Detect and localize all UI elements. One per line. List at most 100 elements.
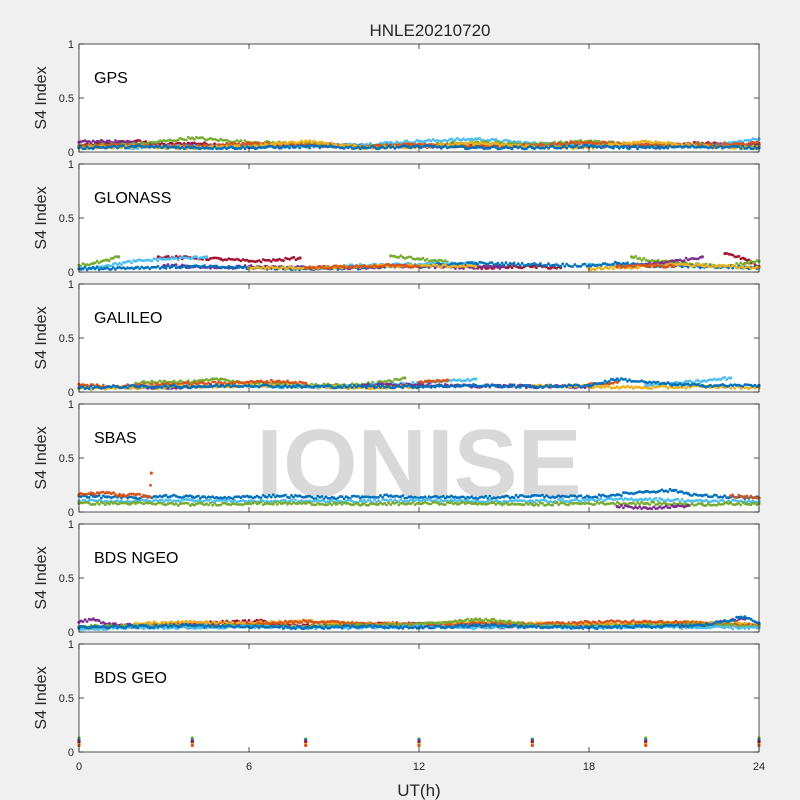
- data-point: [115, 255, 119, 258]
- y-tick-label: 0: [68, 147, 74, 159]
- data-point: [751, 137, 755, 141]
- data-point: [314, 267, 318, 271]
- data-point: [561, 262, 565, 266]
- data-point: [739, 147, 743, 151]
- data-point: [729, 386, 733, 390]
- data-point: [197, 143, 200, 147]
- data-point: [739, 139, 743, 143]
- data-point: [203, 256, 206, 259]
- data-point: [510, 266, 514, 270]
- data-point: [95, 265, 99, 269]
- data-point: [654, 146, 658, 150]
- data-point: [462, 137, 465, 141]
- data-point: [387, 141, 390, 145]
- data-point: [498, 383, 502, 387]
- data-point: [496, 261, 500, 265]
- data-point: [184, 138, 188, 142]
- data-point: [348, 384, 352, 387]
- data-point: [450, 137, 453, 141]
- data-point: [201, 136, 204, 140]
- data-point: [144, 140, 148, 143]
- data-point: [670, 259, 674, 262]
- data-point: [350, 386, 354, 389]
- data-point: [172, 143, 176, 147]
- data-point: [650, 387, 654, 390]
- data-point: [122, 144, 125, 148]
- data-point: [611, 262, 615, 266]
- data-point: [237, 144, 241, 147]
- data-point: [650, 263, 654, 266]
- data-point: [415, 257, 419, 261]
- data-point: [174, 139, 178, 143]
- data-point: [747, 139, 751, 142]
- y-tick-label: 0.5: [59, 213, 74, 225]
- data-point: [443, 383, 447, 386]
- data-point: [286, 267, 289, 270]
- data-point: [751, 147, 755, 151]
- data-point: [512, 383, 516, 387]
- data-point: [280, 146, 283, 150]
- data-point: [585, 264, 589, 268]
- data-point: [164, 493, 168, 497]
- data-point: [79, 144, 83, 148]
- data-point: [429, 139, 433, 143]
- data-point: [737, 145, 741, 148]
- data-point: [415, 265, 419, 268]
- plot-area: [79, 44, 759, 152]
- data-point: [698, 384, 702, 388]
- data-point: [415, 144, 419, 148]
- data-point: [427, 382, 431, 385]
- data-point: [87, 496, 91, 499]
- data-point: [166, 255, 170, 258]
- data-point: [656, 380, 660, 384]
- data-point: [472, 138, 475, 142]
- data-point: [506, 263, 510, 267]
- data-point: [670, 264, 674, 268]
- data-point: [737, 254, 741, 258]
- data-point: [411, 142, 415, 146]
- data-point: [520, 261, 524, 265]
- data-point: [132, 141, 136, 145]
- data-point: [583, 262, 587, 266]
- data-point: [150, 259, 154, 263]
- data-point: [502, 263, 506, 267]
- data-point: [294, 143, 297, 147]
- data-point: [443, 144, 447, 148]
- data-point: [613, 378, 617, 382]
- data-point: [176, 138, 180, 142]
- data-point: [618, 263, 621, 267]
- data-point: [630, 142, 633, 146]
- data-point: [747, 261, 751, 265]
- data-point: [488, 385, 492, 389]
- data-point: [443, 259, 447, 263]
- data-point: [478, 137, 482, 140]
- data-point: [160, 386, 164, 389]
- data-point: [97, 140, 101, 143]
- data-point: [682, 259, 686, 263]
- data-point: [429, 265, 433, 268]
- data-point: [114, 139, 117, 142]
- data-point: [308, 139, 312, 143]
- data-point: [666, 146, 670, 150]
- data-point: [698, 145, 702, 149]
- data-point: [239, 139, 243, 143]
- data-point: [193, 141, 196, 145]
- data-point: [186, 381, 190, 385]
- data-point: [107, 259, 111, 263]
- data-point: [130, 261, 134, 265]
- data-point: [166, 386, 170, 390]
- data-point: [199, 136, 202, 140]
- data-point: [401, 376, 405, 380]
- data-point: [235, 139, 239, 142]
- data-point: [273, 381, 277, 384]
- data-point: [132, 259, 136, 262]
- data-point: [698, 266, 702, 270]
- data-point: [227, 383, 231, 387]
- data-point: [634, 255, 637, 258]
- data-point: [379, 141, 382, 145]
- data-point: [188, 257, 192, 261]
- data-point: [288, 146, 291, 150]
